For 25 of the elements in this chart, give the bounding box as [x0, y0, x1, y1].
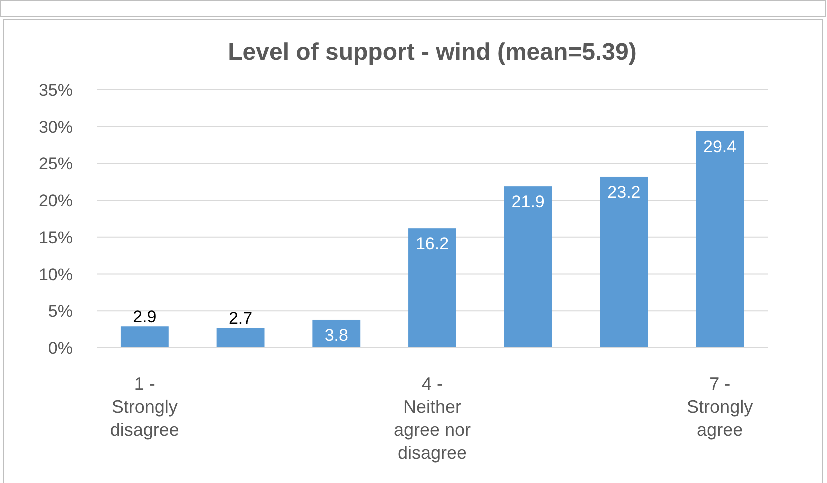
data-label: 3.8: [324, 326, 348, 345]
data-label: 29.4: [704, 137, 737, 156]
y-tick-label: 30%: [38, 118, 73, 137]
y-tick-label: 0%: [48, 339, 73, 358]
bar: [600, 176, 648, 348]
y-tick-label: 5%: [48, 302, 73, 322]
bar: [120, 326, 169, 348]
y-tick-label: 25%: [38, 154, 73, 174]
x-tick-label: 4 - Neither agree nor disagree: [394, 374, 472, 463]
y-tick-label: 35%: [38, 81, 73, 100]
bar: [216, 328, 265, 348]
data-label: 2.9: [133, 308, 157, 327]
data-label: 21.9: [512, 192, 545, 212]
x-tick-label: 1 - Strongly disagree: [110, 374, 180, 440]
bar: [408, 228, 456, 348]
data-label: 23.2: [608, 182, 641, 202]
chart-title: Level of support - wind (mean=5.39): [228, 39, 637, 66]
y-tick-label: 20%: [38, 192, 73, 211]
data-label: 16.2: [416, 234, 450, 254]
y-tick-label: 10%: [38, 265, 73, 284]
bar: [504, 186, 552, 348]
bar: [696, 131, 744, 348]
y-tick-label: 15%: [38, 228, 73, 248]
data-label: 2.7: [228, 309, 253, 328]
x-tick-label: 7 - Strongly agree: [687, 374, 754, 440]
